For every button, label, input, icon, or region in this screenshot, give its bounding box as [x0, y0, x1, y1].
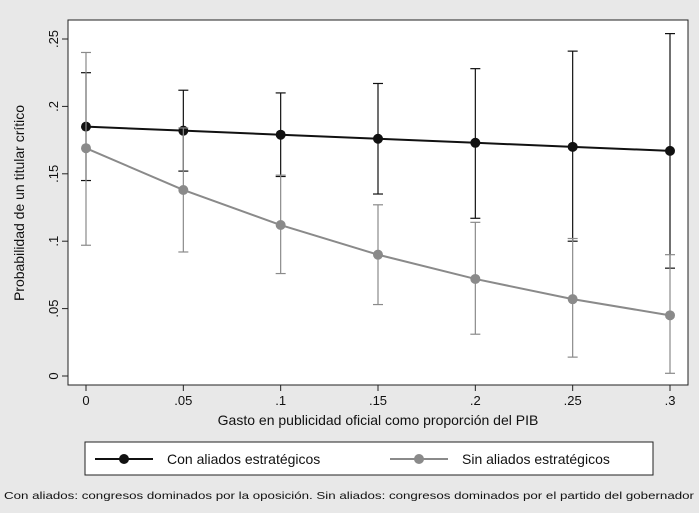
x-tick-label: .25 — [564, 393, 582, 408]
data-point — [275, 220, 286, 231]
plot-area — [67, 19, 689, 386]
x-tick-label: .2 — [470, 393, 481, 408]
x-tick-label: .05 — [174, 393, 192, 408]
data-point — [81, 143, 91, 154]
data-point — [665, 310, 675, 321]
axes: 0 .05 .1 .15 .2 .25 0 .05 .1 .15 .2 .25 .3 — [46, 30, 675, 408]
data-point — [178, 184, 189, 195]
legend-box — [84, 441, 654, 476]
legend: Con aliados estratégicos Sin aliados estr… — [84, 441, 654, 476]
y-tick-label: 0 — [46, 372, 61, 379]
x-tick-label: 0 — [82, 393, 89, 408]
series-2 — [81, 51, 675, 374]
legend-swatch-marker — [414, 454, 424, 464]
data-point — [470, 137, 481, 148]
y-tick-label: .05 — [46, 300, 61, 318]
y-tick-label: .1 — [46, 236, 61, 247]
data-point — [275, 129, 286, 140]
x-tick-label: .15 — [369, 393, 387, 408]
data-point — [665, 145, 675, 156]
x-axis-label: Gasto en publicidad oficial como proporc… — [218, 412, 539, 428]
series-layer — [81, 33, 675, 374]
x-tick-label: .1 — [275, 393, 286, 408]
y-tick-label: .15 — [46, 165, 61, 183]
data-point — [567, 294, 578, 305]
x-tick-label: .3 — [665, 393, 676, 408]
y-tick-label: .25 — [46, 30, 61, 48]
legend-label: Sin aliados estratégicos — [462, 451, 610, 467]
data-point — [470, 273, 481, 284]
y-axis-label: Probabilidad de un titular crítico — [11, 105, 27, 301]
data-point — [373, 133, 383, 144]
data-point — [373, 249, 383, 260]
legend-label: Con aliados estratégicos — [167, 451, 320, 467]
data-point — [567, 141, 578, 152]
chart-note: Con aliados: congresos dominados por la … — [4, 490, 695, 502]
legend-swatch-marker — [119, 454, 129, 464]
y-tick-label: .2 — [46, 101, 61, 112]
